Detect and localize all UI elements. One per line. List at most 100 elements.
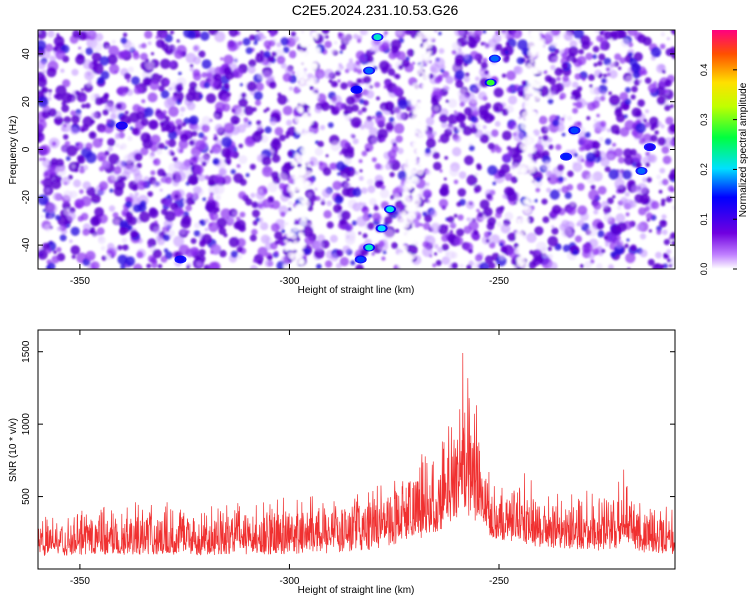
snr-frame [37,329,676,570]
noise-blob [568,231,575,238]
noise-blob [250,192,256,198]
noise-blob [660,124,665,129]
noise-blob [129,126,134,131]
noise-blob [42,208,47,213]
noise-blob [258,203,263,209]
noise-blob [639,233,647,240]
noise-blob [434,252,438,256]
noise-blob [598,53,606,61]
noise-blob [355,60,361,66]
noise-blob [220,57,224,61]
noise-blob [69,239,73,243]
clear-blob [415,127,424,136]
noise-blob [548,144,554,150]
noise-blob [147,41,152,46]
noise-blob [504,173,513,181]
clear-blob [289,187,294,192]
noise-blob [447,216,455,223]
noise-blob [425,130,431,137]
x-tick-label: -300 [279,576,299,587]
clear-blob [536,58,543,65]
noise-blob [215,194,221,201]
clear-blob [401,239,406,244]
clear-blob [297,158,302,162]
noise-blob [277,94,288,105]
noise-blob [445,99,450,103]
noise-blob [433,105,440,112]
noise-blob [80,49,85,55]
noise-blob [604,231,615,243]
noise-blob [562,75,569,82]
spectrogram-y-label: Frequency (Hz) [8,116,19,185]
clear-blob [417,133,426,142]
hotspot [637,168,646,175]
noise-blob [483,207,493,217]
noise-blob [570,95,575,100]
noise-blob [115,143,120,148]
clear-blob [297,82,305,90]
noise-blob [392,121,396,125]
noise-blob [318,161,324,166]
noise-blob [552,85,558,91]
noise-blob [439,114,448,123]
noise-blob [107,146,114,152]
noise-blob [111,39,116,45]
noise-blob [556,123,565,132]
noise-blob [451,262,458,269]
y-tick-label: -20 [21,190,32,205]
noise-blob [127,225,133,231]
clear-blob [412,214,416,219]
noise-blob [56,247,62,253]
noise-blob [324,40,332,49]
snr-y-label: SNR (10 * v/v) [8,418,19,482]
noise-blob [369,197,377,206]
noise-blob [109,63,120,75]
noise-blob [317,140,324,148]
noise-blob [186,230,190,234]
noise-blob [61,126,66,132]
noise-blob [499,242,504,247]
noise-blob [506,70,516,81]
noise-blob [601,90,607,97]
noise-blob [259,50,264,55]
clear-blob [292,185,300,192]
noise-blob [252,107,257,112]
noise-blob [313,240,324,252]
noise-blob [355,50,366,60]
noise-blob [215,101,226,113]
noise-blob [92,63,104,75]
noise-blob [434,57,445,69]
noise-blob [133,263,143,269]
clear-blob [411,223,415,227]
colorbar-label: Normalized spectral amplitude [738,82,749,217]
noise-blob [150,134,161,145]
noise-blob [212,147,219,154]
noise-blob [264,259,273,268]
noise-blob [669,123,675,133]
clear-blob [534,34,541,42]
noise-blob [160,58,171,69]
noise-blob [297,163,302,168]
noise-blob [576,55,587,66]
noise-blob [201,161,207,167]
noise-blob [251,228,258,236]
noise-blob [498,105,504,110]
noise-blob [164,198,173,208]
noise-blob [80,88,84,92]
noise-blob [630,94,636,100]
noise-blob [45,187,51,193]
noise-blob [385,163,392,171]
hotspot [356,256,365,263]
colorbar-tick-label: 0.3 [699,113,709,126]
noise-blob [75,141,84,150]
clear-blob [304,74,308,79]
hotspot [386,206,395,213]
noise-blob [624,155,634,166]
noise-blob [162,172,168,178]
noise-blob [656,95,666,105]
noise-blob [74,198,85,209]
noise-blob [142,138,153,149]
noise-blob [432,87,437,91]
noise-blob [90,261,100,269]
noise-blob [394,211,398,215]
